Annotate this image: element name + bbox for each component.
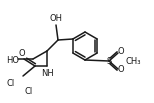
Text: CH₃: CH₃ xyxy=(126,57,142,66)
Text: S: S xyxy=(106,57,112,66)
Text: OH: OH xyxy=(49,13,63,22)
Text: Cl: Cl xyxy=(7,80,15,88)
Text: Cl: Cl xyxy=(25,88,33,97)
Text: HO: HO xyxy=(6,56,20,64)
Text: O: O xyxy=(19,49,25,57)
Text: O: O xyxy=(118,46,124,56)
Text: NH: NH xyxy=(41,68,53,77)
Text: O: O xyxy=(118,66,124,74)
